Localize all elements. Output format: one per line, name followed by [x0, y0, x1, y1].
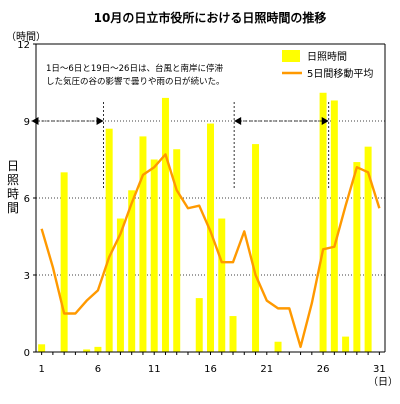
sunshine-bar [116, 218, 124, 352]
y-tick-label: 3 [24, 271, 30, 282]
sunshine-bar [330, 100, 338, 352]
x-tick-label: 31 [373, 364, 386, 375]
y-tick-label: 0 [24, 348, 30, 359]
sunshine-bar [105, 128, 113, 352]
range-arrowhead-right [96, 117, 104, 125]
sunshine-bar [150, 159, 158, 352]
sunshine-bar [83, 349, 91, 352]
sunshine-bar [139, 136, 147, 352]
legend-bar-label: 日照時間 [307, 51, 347, 63]
y-axis-title-char: 日 [7, 159, 19, 173]
x-tick-label: 1 [38, 364, 44, 375]
chart-title: 10月の日立市役所における日照時間の推移 [94, 10, 327, 25]
sunshine-bar [161, 97, 169, 353]
range-arrowhead-left [31, 117, 39, 125]
x-tick-label: 11 [148, 364, 161, 375]
sunshine-bar [229, 316, 237, 352]
y-axis-title-char: 間 [7, 201, 19, 215]
sunshine-bar [218, 218, 226, 352]
sunshine-bar [128, 190, 136, 352]
y-axis-title-char: 時 [7, 187, 19, 201]
sunshine-bar [195, 298, 203, 352]
y-tick-label: 12 [17, 40, 30, 51]
sunshine-bar [252, 144, 260, 352]
x-tick-label: 6 [95, 364, 101, 375]
sunshine-bar [353, 162, 361, 352]
legend-line-label: 5日間移動平均 [307, 67, 373, 80]
x-unit-label: （日） [368, 376, 398, 388]
sunshine-bar [38, 344, 46, 352]
range-arrowhead-left [234, 117, 242, 125]
x-tick-label: 16 [204, 364, 217, 375]
legend-bar-swatch [282, 50, 300, 62]
sunshine-bar [274, 341, 282, 352]
sunshine-bar [207, 123, 214, 352]
x-tick-label: 26 [317, 364, 330, 375]
y-axis-title-char: 照 [7, 173, 19, 187]
sunshine-bar [173, 149, 181, 352]
sunshine-bar [94, 346, 102, 352]
x-tick-label: 21 [260, 364, 273, 375]
annotation-text: 1日～6日と19日～26日は、台風と南岸に停滞 [46, 63, 223, 74]
sunshine-bar [319, 92, 327, 353]
y-unit-label: （時間） [6, 31, 46, 43]
sunshine-bar [342, 336, 350, 352]
y-tick-label: 9 [24, 117, 30, 128]
moving-average-line [40, 153, 381, 349]
y-tick-label: 6 [24, 194, 30, 205]
range-arrowhead-right [321, 117, 329, 125]
sunshine-bar [60, 172, 68, 352]
annotation-text: した気圧の谷の影響で曇りや雨の日が続いた。 [46, 76, 225, 87]
sunshine-bar [364, 146, 372, 352]
